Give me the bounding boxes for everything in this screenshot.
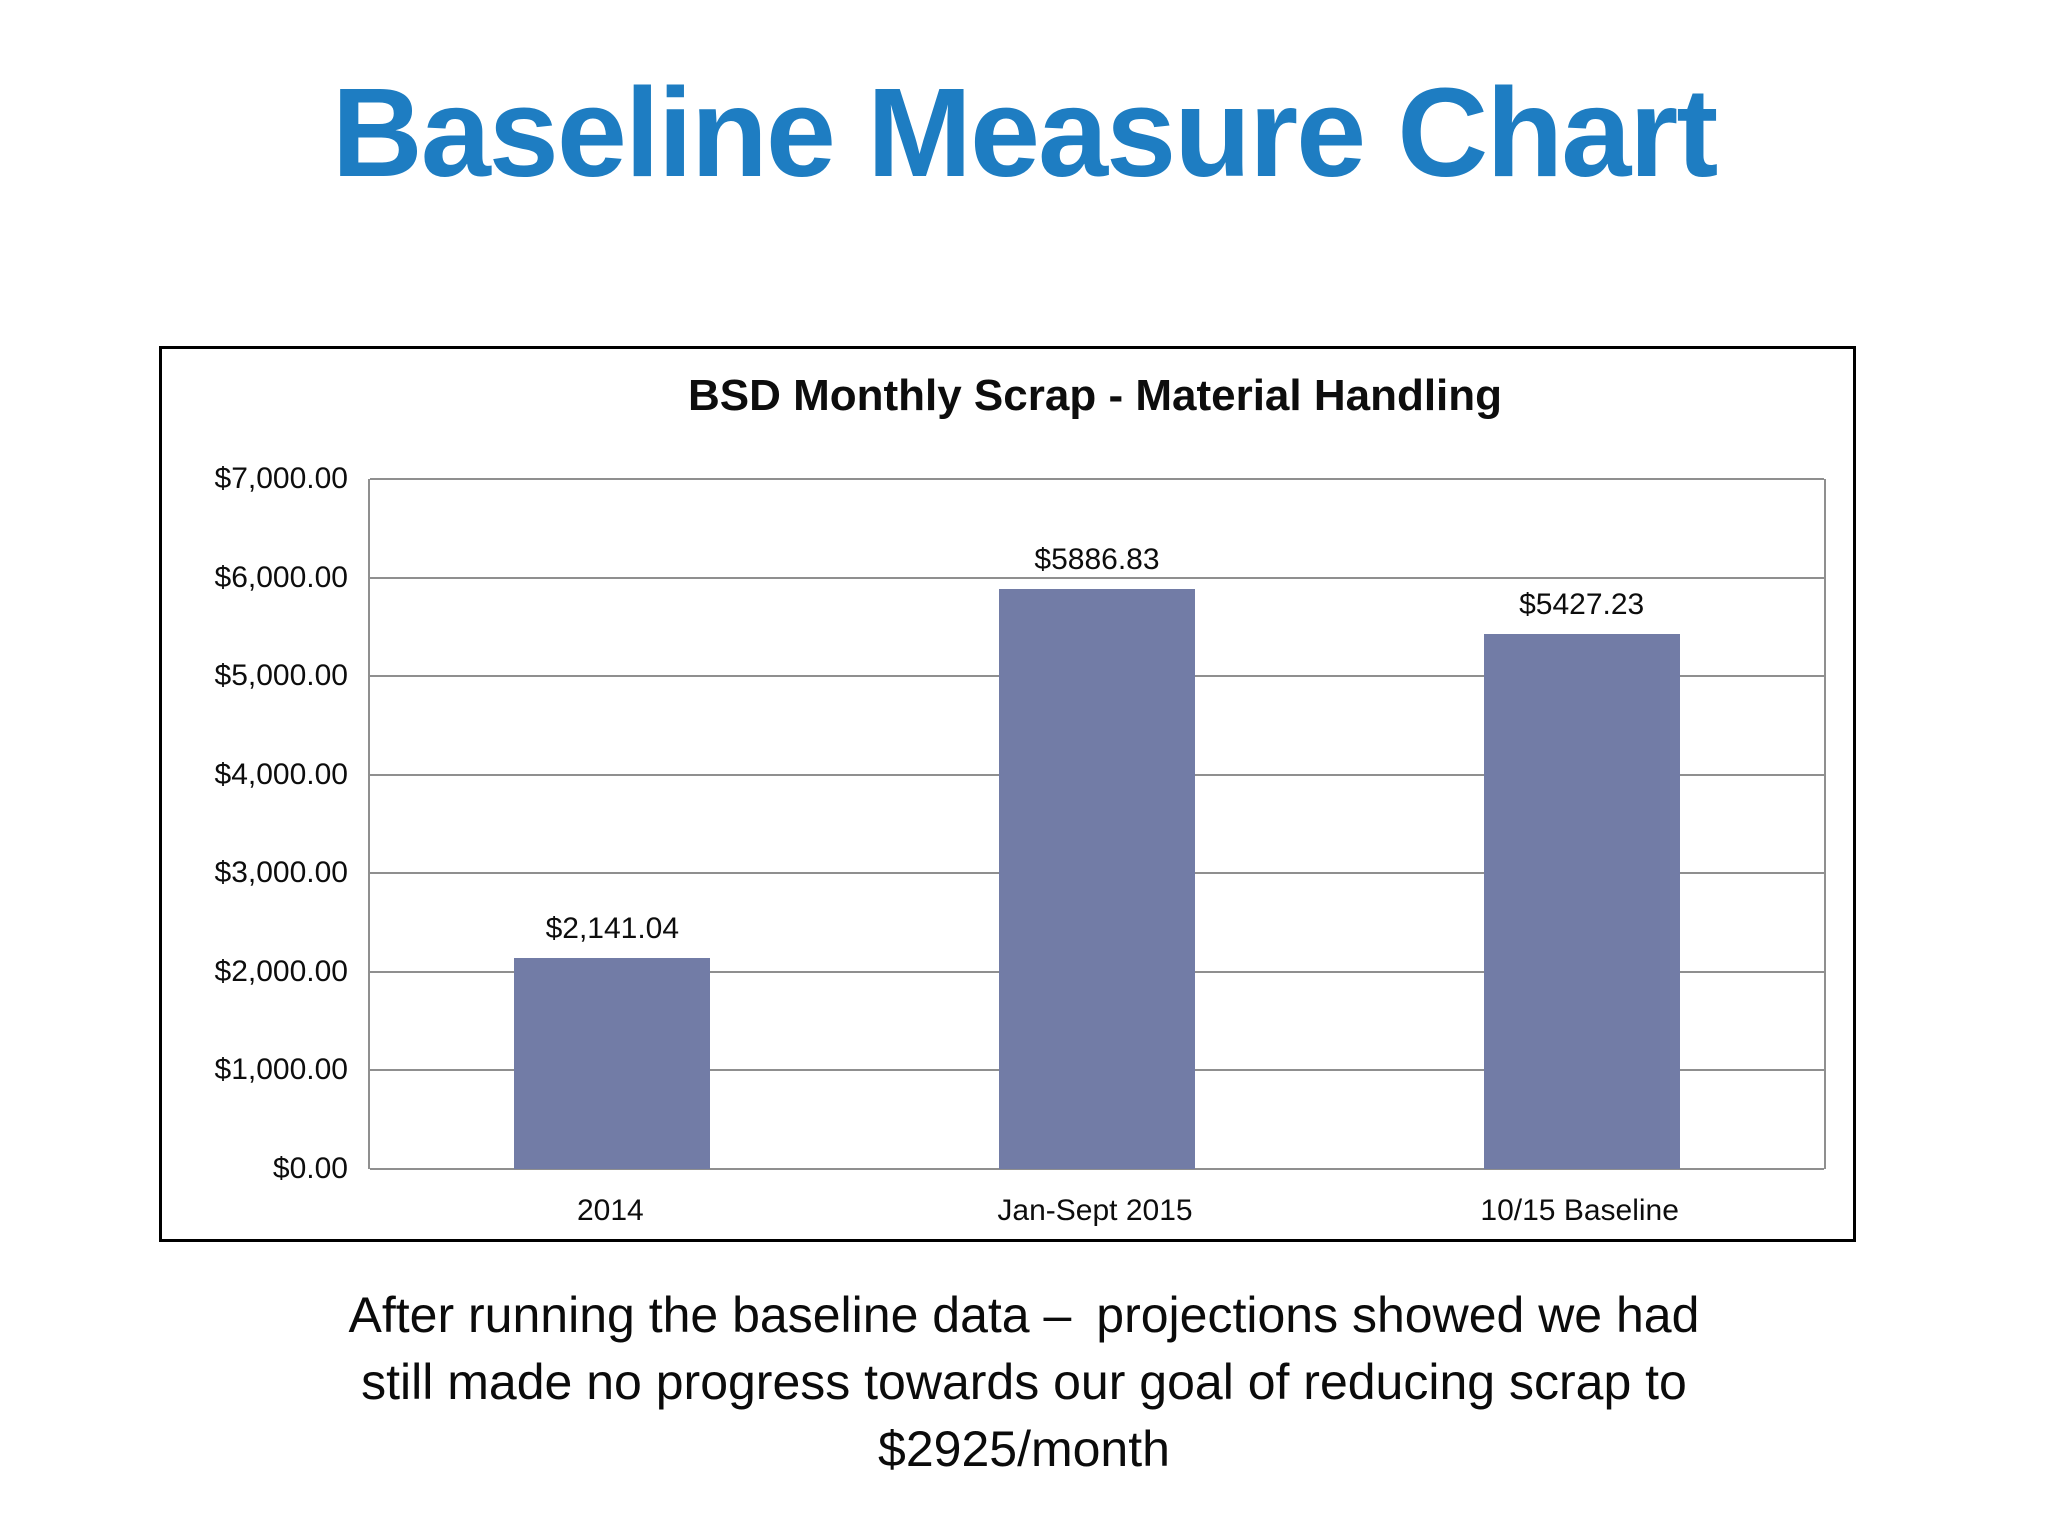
x-axis-labels: 2014 Jan-Sept 2015 10/15 Baseline: [368, 1194, 1822, 1234]
caption: After running the baseline data – projec…: [60, 1282, 1988, 1483]
bar-value-label: $2,141.04: [545, 911, 680, 945]
x-axis-tick-label: 10/15 Baseline: [1480, 1194, 1679, 1227]
y-axis-tick-label: $1,000.00: [214, 1053, 348, 1087]
chart-container: BSD Monthly Scrap - Material Handling $0…: [159, 346, 1856, 1242]
gridline: [370, 1168, 1824, 1170]
caption-line: After running the baseline data – projec…: [348, 1287, 1700, 1343]
x-axis-tick-label: Jan-Sept 2015: [997, 1194, 1193, 1227]
bar-10-15-baseline: [1483, 634, 1680, 1169]
y-axis-tick-label: $4,000.00: [214, 757, 348, 791]
y-axis-tick-label: $6,000.00: [214, 560, 348, 594]
x-axis-tick-label: 2014: [576, 1194, 644, 1227]
gridline: [370, 478, 1824, 480]
bar-value-label: $5886.83: [1034, 542, 1160, 576]
caption-line: still made no progress towards our goal …: [361, 1354, 1687, 1410]
y-axis-labels: $0.00 $1,000.00 $2,000.00 $3,000.00 $4,000.0…: [162, 464, 358, 1184]
chart-title: BSD Monthly Scrap - Material Handling: [687, 371, 1503, 420]
bar-value-label: $5427.23: [1519, 588, 1645, 622]
slide-title: Baseline Measure Chart: [331, 62, 1719, 203]
y-axis-tick-label: $5,000.00: [214, 659, 348, 693]
y-axis-tick-label: $2,000.00: [214, 954, 348, 988]
y-axis-tick-label: $0.00: [272, 1152, 348, 1185]
y-axis-tick-label: $7,000.00: [214, 462, 348, 495]
plot-area: $2,141.04 $5886.83 $5427.23: [368, 478, 1826, 1170]
caption-line: $2925/month: [878, 1421, 1170, 1477]
bar-2014: [514, 957, 711, 1169]
gridline: [370, 576, 1824, 579]
y-axis-tick-label: $3,000.00: [214, 856, 348, 890]
bar-jan-sept-2015: [999, 588, 1195, 1169]
